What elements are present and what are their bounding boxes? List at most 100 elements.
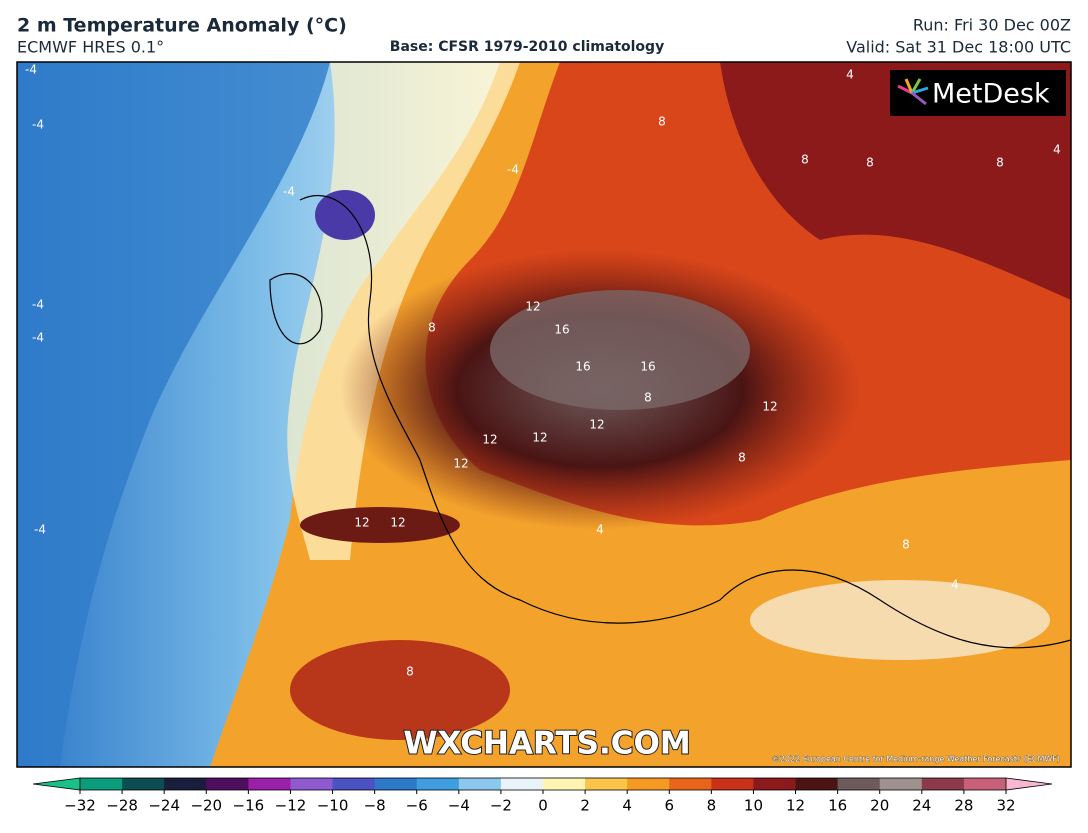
colorbar-segment bbox=[711, 778, 754, 790]
neutral-band bbox=[287, 62, 520, 560]
contour-label: -4 bbox=[283, 185, 295, 199]
colorbar-segment bbox=[332, 778, 376, 790]
colorbar-tick-label: −20 bbox=[190, 797, 222, 815]
colorbar-segment bbox=[585, 778, 628, 790]
colorbar-segment bbox=[753, 778, 797, 790]
hot-iberia bbox=[300, 507, 460, 543]
colorbar-tick-label: −8 bbox=[364, 797, 386, 815]
contour-label: 16 bbox=[640, 360, 655, 374]
colorbar-tick-label: 6 bbox=[664, 797, 674, 815]
colorbar-segment bbox=[248, 778, 291, 790]
contour-label: 4 bbox=[846, 68, 854, 82]
contour-label: 12 bbox=[762, 400, 777, 414]
colorbar-tick-label: −28 bbox=[106, 797, 138, 815]
colorbar-segment bbox=[458, 778, 502, 790]
colorbar-tick-label: 0 bbox=[538, 797, 548, 815]
logo-text: MetDesk bbox=[932, 79, 1050, 110]
contour-label: 12 bbox=[453, 457, 468, 471]
contour-label: -4 bbox=[32, 298, 44, 312]
contour-label: 12 bbox=[525, 300, 540, 314]
contour-label: 12 bbox=[390, 516, 405, 530]
colorbar-segment bbox=[795, 778, 839, 790]
contour-label: 8 bbox=[428, 321, 436, 335]
colorbar-segment bbox=[669, 778, 712, 790]
colorbar-under bbox=[32, 777, 81, 791]
colorbar-segment bbox=[627, 778, 670, 790]
contour-label: 8 bbox=[801, 153, 809, 167]
colorbar-segment bbox=[963, 778, 1007, 790]
colorbar-tick-label: 12 bbox=[786, 797, 805, 815]
colorbar-tick-label: −6 bbox=[406, 797, 428, 815]
cold-core bbox=[17, 62, 330, 767]
contour-label: -4 bbox=[32, 331, 44, 345]
colorbar-tick-label: 4 bbox=[622, 797, 632, 815]
contour-label: 8 bbox=[644, 391, 652, 405]
run-time: Run: Fri 30 Dec 00Z bbox=[913, 16, 1071, 35]
contour-label: 16 bbox=[554, 323, 569, 337]
colorbar-tick-label: −12 bbox=[275, 797, 307, 815]
copyright: ©2022 European Centre for Medium-range W… bbox=[772, 755, 1060, 764]
contour-label: 12 bbox=[532, 431, 547, 445]
contour-label: 12 bbox=[589, 418, 604, 432]
logo-icon bbox=[897, 78, 929, 106]
colorbar-tick-label: 10 bbox=[744, 797, 763, 815]
colorbar-segment bbox=[290, 778, 334, 790]
contour-label: 4 bbox=[951, 578, 959, 592]
colorbar-segment bbox=[164, 778, 207, 790]
contour-label: 8 bbox=[866, 156, 874, 170]
colorbar-tick-label: 28 bbox=[954, 797, 973, 815]
colorbar-tick-label: −16 bbox=[233, 797, 265, 815]
colorbar-tick-label: 16 bbox=[828, 797, 847, 815]
colorbar-segment bbox=[416, 778, 460, 790]
contour-label: 4 bbox=[1053, 143, 1061, 157]
cold-scotland bbox=[315, 190, 375, 240]
colorbar-tick-label: 8 bbox=[707, 797, 717, 815]
coastlines bbox=[269, 194, 1071, 649]
base-climatology: Base: CFSR 1979-2010 climatology bbox=[390, 39, 664, 55]
colorbar-segment bbox=[837, 778, 881, 790]
contour-label: 8 bbox=[406, 665, 414, 679]
contour-label: 8 bbox=[996, 156, 1004, 170]
contour-label: 8 bbox=[738, 451, 746, 465]
contour-label: 12 bbox=[354, 516, 369, 530]
contour-label: 4 bbox=[596, 523, 604, 537]
warm-africa bbox=[290, 640, 510, 740]
contour-label: 12 bbox=[482, 433, 497, 447]
cool-turkey bbox=[750, 580, 1050, 660]
watermark: WXCHARTS.COM bbox=[403, 726, 690, 762]
contour-label: 8 bbox=[658, 115, 666, 129]
colorbar-tick-label: −4 bbox=[448, 797, 470, 815]
colorbar-tick-label: −2 bbox=[490, 797, 512, 815]
contour-label: -4 bbox=[32, 118, 44, 132]
contour-label: 8 bbox=[902, 538, 910, 552]
logo-box bbox=[890, 70, 1066, 116]
colorbar-tick-label: 32 bbox=[996, 797, 1015, 815]
colorbar-segment bbox=[374, 778, 418, 790]
colorbar-tick-label: −32 bbox=[64, 797, 96, 815]
colorbar-tick-label: 2 bbox=[580, 797, 590, 815]
model-name: ECMWF HRES 0.1° bbox=[17, 38, 164, 57]
colorbar-segment bbox=[500, 778, 544, 790]
map-title: 2 m Temperature Anomaly (°C) bbox=[17, 15, 347, 37]
contour-label: -4 bbox=[25, 63, 37, 77]
colorbar-tick-label: −24 bbox=[148, 797, 180, 815]
valid-time: Valid: Sat 31 Dec 18:00 UTC bbox=[846, 38, 1071, 57]
colorbar-tick-label: 24 bbox=[912, 797, 931, 815]
colorbar: −32 −28 −24 −20 −16 −12 −10 −8 −6 −4 −2 0 2 4 6 8 10 12 16… bbox=[32, 777, 1053, 815]
contour-label: -4 bbox=[34, 523, 46, 537]
colorbar-over bbox=[1005, 777, 1053, 791]
colorbar-tick-label: 20 bbox=[870, 797, 889, 815]
colorbar-segment bbox=[122, 778, 165, 790]
colorbar-segment bbox=[80, 778, 123, 790]
colorbar-segment bbox=[206, 778, 249, 790]
map-field: -4 -4 -4 -4 -4 -4 -4 12 16 16 16 12 12 12 12 12 12 12 8 8 8 8… bbox=[17, 62, 1071, 767]
colorbar-segment bbox=[543, 778, 586, 790]
very-warm-east bbox=[720, 62, 1071, 300]
contour-label: -4 bbox=[507, 163, 519, 177]
hottest-core bbox=[490, 290, 750, 410]
map-frame bbox=[16, 61, 1072, 768]
colorbar-segment bbox=[921, 778, 965, 790]
colorbar-segment bbox=[879, 778, 923, 790]
contour-label: 16 bbox=[575, 360, 590, 374]
